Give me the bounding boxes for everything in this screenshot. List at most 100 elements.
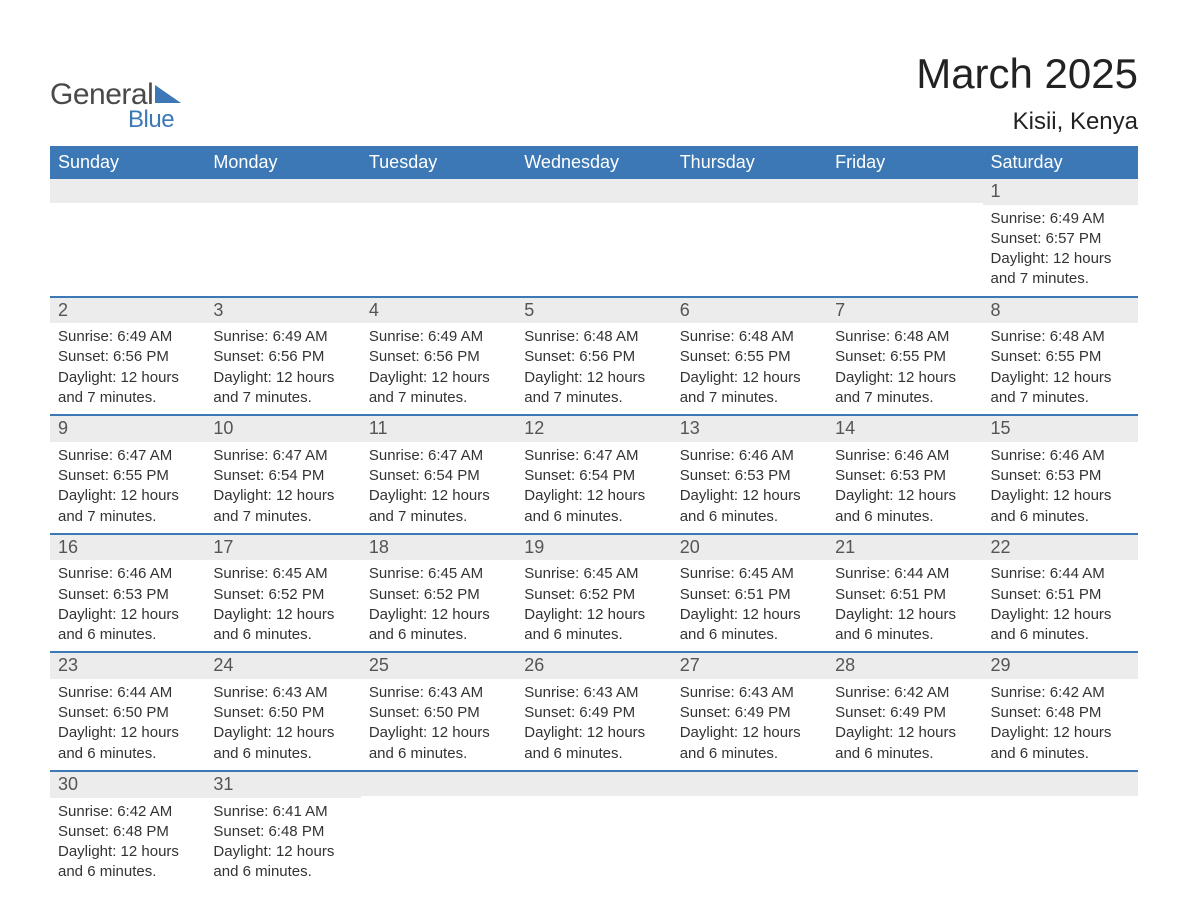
day-number: 21	[827, 535, 982, 561]
sunrise-text: Sunrise: 6:42 AM	[58, 802, 197, 822]
sunrise-text: Sunrise: 6:43 AM	[213, 683, 352, 703]
sunrise-text: Sunrise: 6:45 AM	[213, 564, 352, 584]
weeks-container: 1Sunrise: 6:49 AMSunset: 6:57 PMDaylight…	[50, 179, 1138, 889]
day-number: 5	[516, 298, 671, 324]
sunrise-text: Sunrise: 6:48 AM	[680, 327, 819, 347]
sunrise-text: Sunrise: 6:48 AM	[991, 327, 1130, 347]
sunrise-text: Sunrise: 6:43 AM	[369, 683, 508, 703]
sunrise-text: Sunrise: 6:49 AM	[369, 327, 508, 347]
sunrise-text: Sunrise: 6:49 AM	[58, 327, 197, 347]
day-body: Sunrise: 6:48 AMSunset: 6:56 PMDaylight:…	[516, 323, 671, 414]
day-body: Sunrise: 6:43 AMSunset: 6:49 PMDaylight:…	[672, 679, 827, 770]
weekday-saturday: Saturday	[983, 146, 1138, 179]
sunset-text: Sunset: 6:50 PM	[58, 703, 197, 723]
sunset-text: Sunset: 6:53 PM	[991, 466, 1130, 486]
day-cell: 12Sunrise: 6:47 AMSunset: 6:54 PMDayligh…	[516, 416, 671, 533]
day-cell: 8Sunrise: 6:48 AMSunset: 6:55 PMDaylight…	[983, 298, 1138, 415]
day-body: Sunrise: 6:47 AMSunset: 6:54 PMDaylight:…	[361, 442, 516, 533]
sunset-text: Sunset: 6:56 PM	[524, 347, 663, 367]
sunrise-text: Sunrise: 6:44 AM	[58, 683, 197, 703]
day-body: Sunrise: 6:46 AMSunset: 6:53 PMDaylight:…	[983, 442, 1138, 533]
daylight-text: Daylight: 12 hours and 7 minutes.	[213, 368, 352, 409]
daylight-text: Daylight: 12 hours and 6 minutes.	[991, 723, 1130, 764]
day-number: 27	[672, 653, 827, 679]
sunset-text: Sunset: 6:55 PM	[680, 347, 819, 367]
day-number	[827, 179, 982, 203]
daylight-text: Daylight: 12 hours and 6 minutes.	[213, 842, 352, 883]
sunset-text: Sunset: 6:52 PM	[213, 585, 352, 605]
day-number: 15	[983, 416, 1138, 442]
day-number: 7	[827, 298, 982, 324]
day-number: 13	[672, 416, 827, 442]
day-number: 4	[361, 298, 516, 324]
day-number: 3	[205, 298, 360, 324]
sunset-text: Sunset: 6:49 PM	[835, 703, 974, 723]
day-number: 14	[827, 416, 982, 442]
weekday-wednesday: Wednesday	[516, 146, 671, 179]
weekday-monday: Monday	[205, 146, 360, 179]
daylight-text: Daylight: 12 hours and 6 minutes.	[680, 605, 819, 646]
sunrise-text: Sunrise: 6:46 AM	[835, 446, 974, 466]
daylight-text: Daylight: 12 hours and 6 minutes.	[680, 486, 819, 527]
sunset-text: Sunset: 6:51 PM	[991, 585, 1130, 605]
daylight-text: Daylight: 12 hours and 7 minutes.	[991, 368, 1130, 409]
day-body: Sunrise: 6:48 AMSunset: 6:55 PMDaylight:…	[827, 323, 982, 414]
weekday-header-row: SundayMondayTuesdayWednesdayThursdayFrid…	[50, 146, 1138, 179]
day-body: Sunrise: 6:43 AMSunset: 6:49 PMDaylight:…	[516, 679, 671, 770]
day-cell: 15Sunrise: 6:46 AMSunset: 6:53 PMDayligh…	[983, 416, 1138, 533]
sunrise-text: Sunrise: 6:46 AM	[58, 564, 197, 584]
day-number: 10	[205, 416, 360, 442]
day-cell	[516, 179, 671, 296]
daylight-text: Daylight: 12 hours and 6 minutes.	[524, 605, 663, 646]
sunset-text: Sunset: 6:56 PM	[369, 347, 508, 367]
sunset-text: Sunset: 6:55 PM	[835, 347, 974, 367]
day-cell	[827, 179, 982, 296]
sunset-text: Sunset: 6:53 PM	[680, 466, 819, 486]
day-body: Sunrise: 6:44 AMSunset: 6:51 PMDaylight:…	[983, 560, 1138, 651]
sunrise-text: Sunrise: 6:42 AM	[835, 683, 974, 703]
day-cell: 27Sunrise: 6:43 AMSunset: 6:49 PMDayligh…	[672, 653, 827, 770]
daylight-text: Daylight: 12 hours and 6 minutes.	[524, 486, 663, 527]
day-number: 31	[205, 772, 360, 798]
sunset-text: Sunset: 6:48 PM	[213, 822, 352, 842]
day-cell: 19Sunrise: 6:45 AMSunset: 6:52 PMDayligh…	[516, 535, 671, 652]
sunrise-text: Sunrise: 6:42 AM	[991, 683, 1130, 703]
day-cell: 4Sunrise: 6:49 AMSunset: 6:56 PMDaylight…	[361, 298, 516, 415]
daylight-text: Daylight: 12 hours and 6 minutes.	[213, 723, 352, 764]
daylight-text: Daylight: 12 hours and 6 minutes.	[58, 605, 197, 646]
day-body: Sunrise: 6:43 AMSunset: 6:50 PMDaylight:…	[205, 679, 360, 770]
daylight-text: Daylight: 12 hours and 7 minutes.	[680, 368, 819, 409]
day-cell	[361, 179, 516, 296]
day-number	[361, 179, 516, 203]
sunrise-text: Sunrise: 6:48 AM	[524, 327, 663, 347]
sunrise-text: Sunrise: 6:47 AM	[369, 446, 508, 466]
day-cell: 26Sunrise: 6:43 AMSunset: 6:49 PMDayligh…	[516, 653, 671, 770]
day-number: 19	[516, 535, 671, 561]
day-cell: 18Sunrise: 6:45 AMSunset: 6:52 PMDayligh…	[361, 535, 516, 652]
sunrise-text: Sunrise: 6:49 AM	[213, 327, 352, 347]
day-cell: 16Sunrise: 6:46 AMSunset: 6:53 PMDayligh…	[50, 535, 205, 652]
daylight-text: Daylight: 12 hours and 6 minutes.	[58, 842, 197, 883]
day-cell: 7Sunrise: 6:48 AMSunset: 6:55 PMDaylight…	[827, 298, 982, 415]
day-body: Sunrise: 6:45 AMSunset: 6:51 PMDaylight:…	[672, 560, 827, 651]
day-body: Sunrise: 6:46 AMSunset: 6:53 PMDaylight:…	[50, 560, 205, 651]
day-cell	[672, 772, 827, 889]
day-body: Sunrise: 6:48 AMSunset: 6:55 PMDaylight:…	[983, 323, 1138, 414]
day-number: 20	[672, 535, 827, 561]
daylight-text: Daylight: 12 hours and 6 minutes.	[991, 486, 1130, 527]
sunset-text: Sunset: 6:49 PM	[524, 703, 663, 723]
day-body: Sunrise: 6:43 AMSunset: 6:50 PMDaylight:…	[361, 679, 516, 770]
day-cell	[205, 179, 360, 296]
sunrise-text: Sunrise: 6:45 AM	[369, 564, 508, 584]
day-cell: 23Sunrise: 6:44 AMSunset: 6:50 PMDayligh…	[50, 653, 205, 770]
day-cell	[361, 772, 516, 889]
day-number: 2	[50, 298, 205, 324]
sunset-text: Sunset: 6:52 PM	[369, 585, 508, 605]
header: General Blue March 2025 Kisii, Kenya	[50, 50, 1138, 136]
day-cell: 30Sunrise: 6:42 AMSunset: 6:48 PMDayligh…	[50, 772, 205, 889]
daylight-text: Daylight: 12 hours and 6 minutes.	[524, 723, 663, 764]
day-body: Sunrise: 6:47 AMSunset: 6:54 PMDaylight:…	[516, 442, 671, 533]
sunset-text: Sunset: 6:51 PM	[835, 585, 974, 605]
weekday-friday: Friday	[827, 146, 982, 179]
sunset-text: Sunset: 6:48 PM	[991, 703, 1130, 723]
